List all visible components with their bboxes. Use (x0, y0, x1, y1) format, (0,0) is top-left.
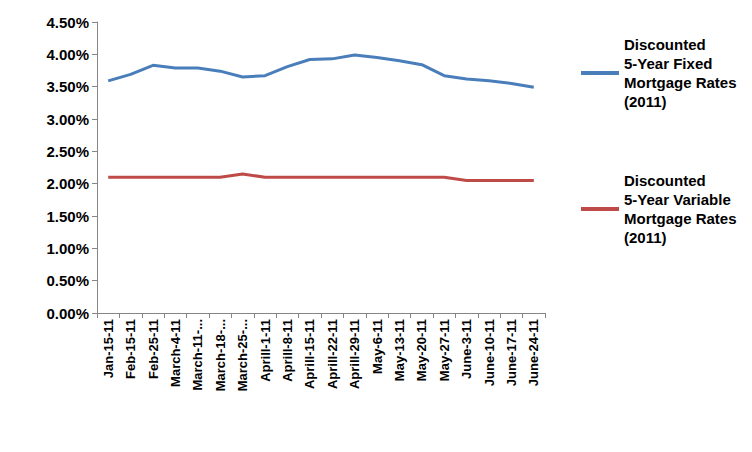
svg-text:5-Year Variable: 5-Year Variable (624, 191, 735, 208)
svg-text:Aprill-29-11: Aprill-29-11 (347, 319, 362, 389)
svg-text:May-6-11: May-6-11 (370, 319, 385, 374)
svg-text:2.00%: 2.00% (46, 175, 89, 192)
svg-text:4.00%: 4.00% (46, 46, 89, 63)
svg-text:Aprill-15-11: Aprill-15-11 (302, 319, 317, 389)
svg-text:Jan-15-11: Jan-15-11 (101, 319, 116, 378)
svg-text:(2011): (2011) (624, 93, 667, 110)
svg-text:(2011): (2011) (624, 229, 667, 246)
svg-text:March-18-...: March-18-... (213, 319, 228, 391)
svg-text:June-24-11: June-24-11 (526, 319, 541, 386)
svg-text:1.00%: 1.00% (46, 240, 89, 257)
svg-text:0.50%: 0.50% (46, 272, 89, 289)
svg-text:5-Year Fixed: 5-Year Fixed (624, 55, 717, 72)
svg-text:Feb-15-11: Feb-15-11 (123, 319, 138, 379)
svg-text:March-4-11: March-4-11 (168, 319, 183, 387)
svg-text:Aprill-1-11: Aprill-1-11 (258, 319, 273, 382)
svg-text:May-20-11: May-20-11 (414, 319, 429, 381)
svg-text:May-27-11: May-27-11 (437, 319, 452, 381)
svg-text:3.00%: 3.00% (46, 111, 89, 128)
svg-text:June-3-11: June-3-11 (459, 319, 474, 379)
svg-text:Discounted: Discounted (624, 36, 710, 53)
svg-text:4.50%: 4.50% (46, 14, 89, 31)
svg-text:2.50%: 2.50% (46, 143, 89, 160)
svg-text:June-10-11: June-10-11 (482, 319, 497, 386)
svg-text:Mortgage Rates: Mortgage Rates (624, 210, 741, 227)
svg-text:Mortgage Rates: Mortgage Rates (624, 74, 741, 91)
svg-text:Discounted: Discounted (624, 172, 710, 189)
svg-text:Feb-25-11: Feb-25-11 (146, 319, 161, 379)
svg-text:0.00%: 0.00% (46, 305, 89, 322)
svg-text:1.50%: 1.50% (46, 208, 89, 225)
svg-text:3.50%: 3.50% (46, 78, 89, 95)
svg-text:Aprill-8-11: Aprill-8-11 (280, 319, 295, 382)
svg-text:Aprill-22-11: Aprill-22-11 (325, 319, 340, 389)
svg-text:May-13-11: May-13-11 (392, 319, 407, 381)
svg-text:March-11-...: March-11-... (190, 319, 205, 391)
svg-text:June-17-11: June-17-11 (504, 319, 519, 386)
svg-text:March-25-...: March-25-... (235, 319, 250, 391)
